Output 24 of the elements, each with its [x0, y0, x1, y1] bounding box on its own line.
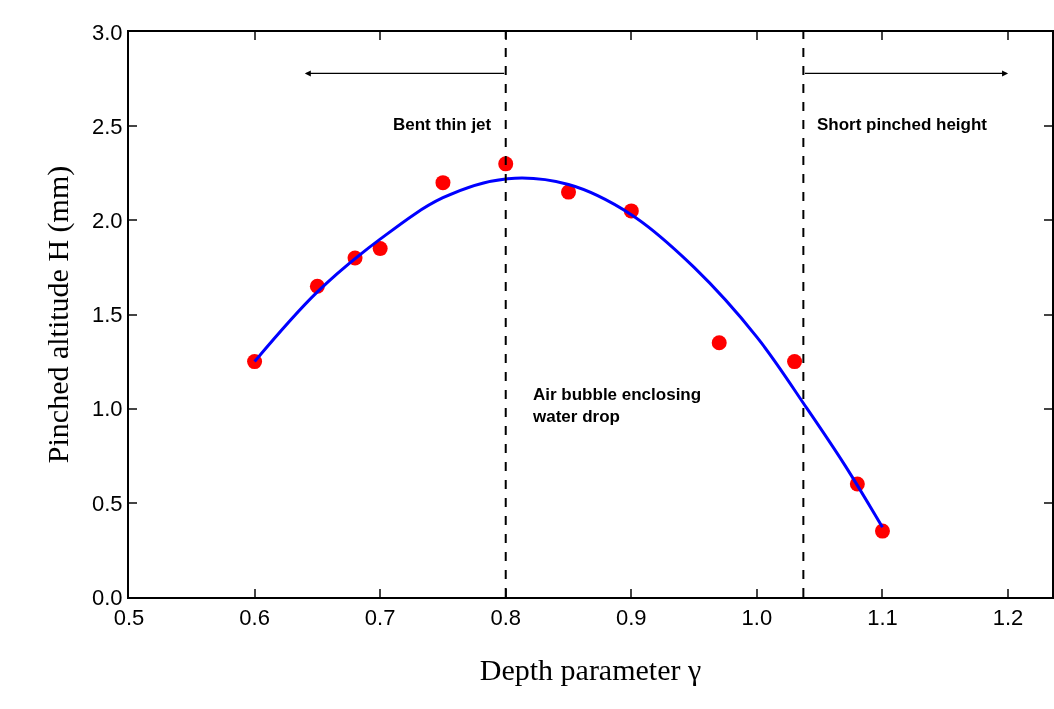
- point: [435, 175, 451, 191]
- x-tick-label: 1.2: [992, 605, 1024, 631]
- x-tick-label: 1.0: [741, 605, 773, 631]
- x-tick-label: 1.1: [867, 605, 898, 631]
- x-axis-title: Depth parameter γ: [479, 653, 702, 687]
- y-tick-label: 0.5: [92, 490, 123, 516]
- point: [372, 241, 388, 257]
- annotation: Short pinched height: [817, 115, 988, 134]
- y-tick-label: 3.0: [92, 19, 123, 45]
- point: [874, 523, 890, 539]
- annotation: Bent thin jet: [393, 115, 492, 134]
- y-axis-title: Pinched altitude H (mm): [40, 165, 75, 464]
- x-tick-label: 0.9: [616, 605, 647, 631]
- annotation: Air bubble enclosing water drop: [532, 385, 702, 427]
- x-tick-label: 0.7: [364, 605, 396, 631]
- y-tick-label: 2.5: [92, 113, 123, 139]
- y-tick-label: 2.0: [92, 208, 123, 234]
- x-tick-label: 0.8: [490, 605, 522, 631]
- point: [561, 184, 577, 200]
- point: [711, 335, 727, 351]
- y-tick-label: 1.0: [92, 396, 123, 422]
- point: [787, 354, 803, 370]
- x-tick-label: 0.6: [239, 605, 270, 631]
- y-tick-label: 1.5: [92, 302, 123, 328]
